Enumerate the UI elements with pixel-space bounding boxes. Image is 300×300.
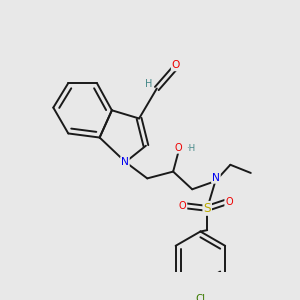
Text: O: O (172, 60, 180, 70)
Text: N: N (121, 157, 129, 167)
Text: O: O (175, 143, 182, 153)
Text: ·H: ·H (186, 145, 196, 154)
Text: H: H (146, 80, 153, 89)
Text: S: S (203, 202, 211, 215)
Text: O: O (225, 196, 233, 206)
Text: O: O (179, 201, 187, 211)
Text: Cl: Cl (195, 294, 206, 300)
Text: N: N (212, 173, 220, 183)
